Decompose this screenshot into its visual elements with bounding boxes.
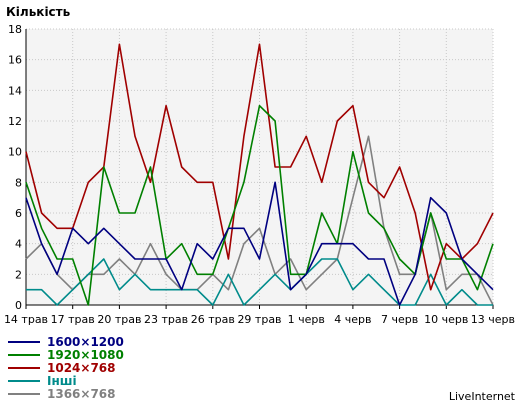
y-tick-label: 2 <box>15 268 22 281</box>
y-tick-label: 18 <box>8 23 22 36</box>
y-tick-label: 4 <box>15 238 22 251</box>
x-tick-label: 10 черв <box>424 313 468 326</box>
legend-label: 1600×1200 <box>47 335 124 349</box>
legend-label: 1024×768 <box>47 361 116 375</box>
y-tick-label: 10 <box>8 146 22 159</box>
series-line <box>26 258 493 306</box>
series-layer <box>25 43 494 306</box>
y-tick-label: 16 <box>8 54 22 67</box>
y-tick-label: 12 <box>8 115 22 128</box>
legend-label: Інші <box>47 374 77 388</box>
chart-title: Кількість <box>6 5 71 19</box>
y-tick-label: 0 <box>15 299 22 312</box>
y-tick-label: 6 <box>15 207 22 220</box>
x-tick-label: 14 трав <box>4 313 48 326</box>
legend-label: 1366×768 <box>47 387 116 401</box>
x-tick-label: 13 черв <box>471 313 515 326</box>
x-tick-label: 26 трав <box>191 313 235 326</box>
x-tick-label: 20 трав <box>97 313 141 326</box>
x-tick-label: 23 трав <box>144 313 188 326</box>
series-line <box>25 181 494 306</box>
x-tick-label: 17 трав <box>51 313 95 326</box>
brand-label: LiveInternet <box>449 390 516 403</box>
y-tick-label: 8 <box>15 176 22 189</box>
y-tick-label: 14 <box>8 84 22 97</box>
x-tick-label: 29 трав <box>237 313 281 326</box>
legend-label: 1920×1080 <box>47 348 124 362</box>
x-tick-label: 4 черв <box>334 313 371 326</box>
x-tick-label: 1 черв <box>288 313 325 326</box>
x-tick-label: 7 черв <box>381 313 418 326</box>
